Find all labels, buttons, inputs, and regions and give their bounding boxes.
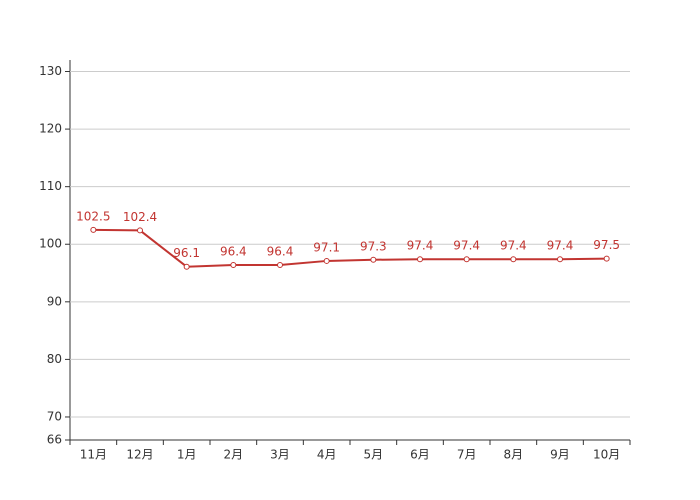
x-tick-label: 11月: [80, 448, 107, 462]
x-tick-label: 1月: [177, 448, 197, 462]
x-tick-label: 4月: [317, 448, 337, 462]
data-point: [463, 256, 470, 263]
data-point: [557, 256, 563, 263]
data-point: [370, 256, 377, 263]
series-line: [93, 228, 607, 268]
y-tick-label: 110: [39, 179, 62, 193]
x-tick-label: 7月: [457, 448, 477, 462]
data-label: 97.4: [407, 239, 434, 253]
data-label: 96.1: [173, 246, 200, 260]
data-label: 97.3: [360, 239, 387, 253]
x-tick-label: 12月: [126, 448, 153, 462]
y-tick-label: 100: [39, 237, 62, 251]
data-label: 96.4: [267, 244, 294, 258]
y-tick-label: 70: [47, 409, 62, 423]
data-point: [603, 255, 610, 262]
y-tick-label: 66: [47, 433, 62, 447]
data-label: 96.4: [220, 244, 247, 258]
data-label: 97.4: [453, 239, 480, 253]
x-tick-label: 9月: [550, 448, 570, 462]
y-tick-label: 120: [39, 122, 62, 136]
y-tick-label: 130: [39, 64, 62, 78]
data-label: 97.5: [593, 238, 620, 252]
data-point: [183, 263, 190, 270]
data-point: [510, 256, 517, 263]
x-tick-label: 5月: [364, 448, 384, 462]
data-label: 102.5: [76, 209, 110, 223]
x-tick-label: 8月: [504, 448, 524, 462]
x-tick-label: 10月: [593, 448, 620, 462]
data-point: [277, 261, 283, 268]
x-tick-label: 2月: [224, 448, 244, 462]
data-label: 97.1: [313, 240, 340, 254]
x-tick-label: 6月: [410, 448, 430, 462]
data-label: 102.4: [123, 210, 157, 224]
data-point: [90, 226, 97, 233]
data-point: [137, 227, 143, 234]
data-point: [323, 257, 330, 264]
x-tick-label: 3月: [270, 448, 290, 462]
data-point: [417, 256, 423, 263]
y-tick-label: 90: [47, 294, 62, 308]
y-tick-label: 80: [47, 352, 62, 366]
data-point: [230, 261, 237, 268]
data-label: 97.4: [500, 239, 527, 253]
data-label: 97.4: [547, 239, 574, 253]
